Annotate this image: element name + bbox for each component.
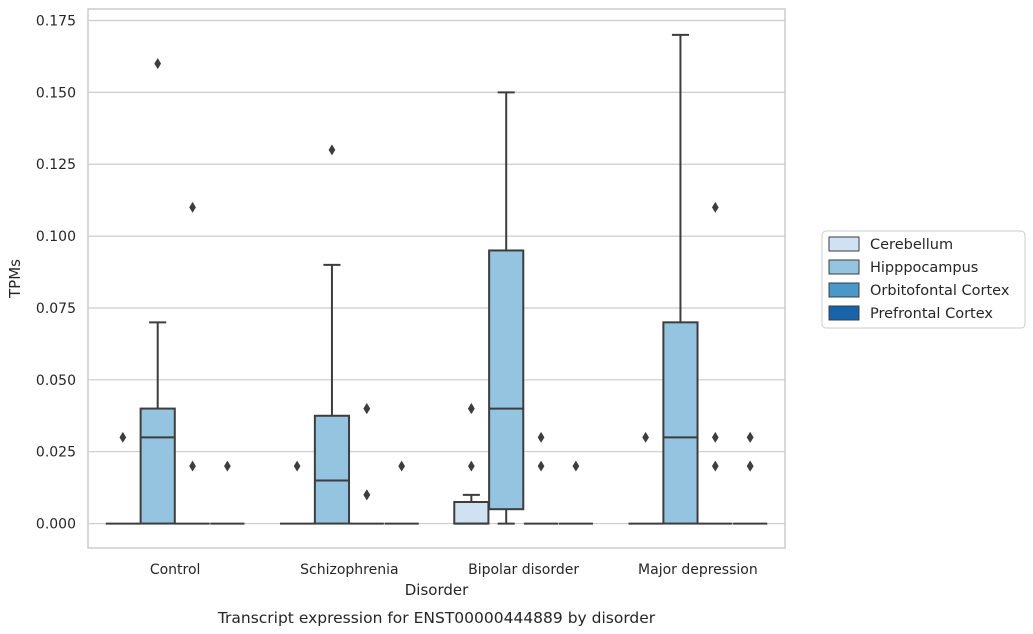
plot-marks [105,33,768,525]
y-tick-label: 0.025 [36,445,76,461]
series-hipppocampus [139,33,699,525]
box [488,91,525,525]
outlier-point [398,460,406,472]
box [733,431,768,525]
legend-swatch [828,305,860,321]
outlier-point [328,144,336,156]
outlier-point [119,431,127,443]
outlier-point [711,431,719,443]
x-tick-label: Schizophrenia [300,562,398,578]
legend-swatch [828,236,860,252]
outlier-point [224,460,231,472]
box [523,431,559,525]
box [349,403,384,525]
y-tick-label: 0.150 [36,85,76,101]
series-cerebellum [105,403,663,525]
outlier-point [154,58,162,70]
box [558,460,593,525]
outlier-point [642,431,649,443]
y-tick-labels: 0.000 0.025 0.050 0.075 0.100 0.125 0.150 0.175 [36,13,76,532]
legend-item: Hipppocampus [828,259,978,276]
box [280,460,315,525]
legend-label: Hipppocampus [870,260,978,276]
box-body [313,414,351,525]
plot-frame [87,8,786,549]
y-gridlines [88,19,785,525]
outlier-point [572,460,580,472]
y-tick-label: 0.075 [36,301,76,317]
x-tick-label: Bipolar disorder [468,562,579,578]
box [384,460,419,525]
box [628,431,663,525]
x-tick-label: Control [150,562,201,578]
box [210,460,245,525]
box-body [662,321,699,525]
y-tick-label: 0.000 [36,517,76,533]
y-tick-label: 0.050 [36,373,76,389]
box [105,431,140,525]
y-tick-label: 0.100 [36,229,76,245]
legend-item: Prefrontal Cortex [828,305,993,322]
y-axis-label: TPMs [6,259,24,299]
outlier-point [467,403,475,415]
box [313,144,351,525]
series-prefrontal-cortex [210,431,768,525]
box [698,201,733,525]
chart-caption: Transcript expression for ENST0000044488… [217,609,656,627]
y-tick-label: 0.125 [36,157,76,173]
box-body [488,249,525,511]
y-tick-label: 0.175 [36,13,76,29]
x-tick-label: Major depression [638,562,758,578]
x-axis-label: Disorder [405,581,469,599]
box-body [139,407,176,525]
legend-swatch [828,259,860,275]
outlier-point [467,460,475,472]
outlier-point [711,460,719,472]
outlier-point [363,403,371,415]
outlier-point [363,489,371,501]
legend-label: Prefrontal Cortex [870,306,993,322]
legend-item: Cerebellum [828,236,953,253]
legend: Cerebellum Hipppocampus Orbitofontal Corte… [821,230,1026,329]
legend-frame [821,230,1026,329]
outlier-point [189,460,196,472]
box [662,33,699,525]
box-body [453,501,490,525]
box [175,201,210,525]
box [453,403,490,525]
outlier-point [189,201,196,213]
outlier-point [746,431,754,443]
legend-label: Orbitofontal Cortex [870,283,1010,299]
series-orbitofontal-cortex [175,201,733,525]
outlier-point [711,201,719,213]
outlier-point [746,460,754,472]
outlier-point [537,460,545,472]
legend-item: Orbitofontal Cortex [828,282,1010,299]
outlier-point [537,431,545,443]
legend-swatch [828,282,860,298]
box [139,58,176,525]
legend-label: Cerebellum [870,237,953,253]
outlier-point [293,460,301,472]
x-tick-labels: Control Schizophrenia Bipolar disorder Majo… [150,562,758,578]
